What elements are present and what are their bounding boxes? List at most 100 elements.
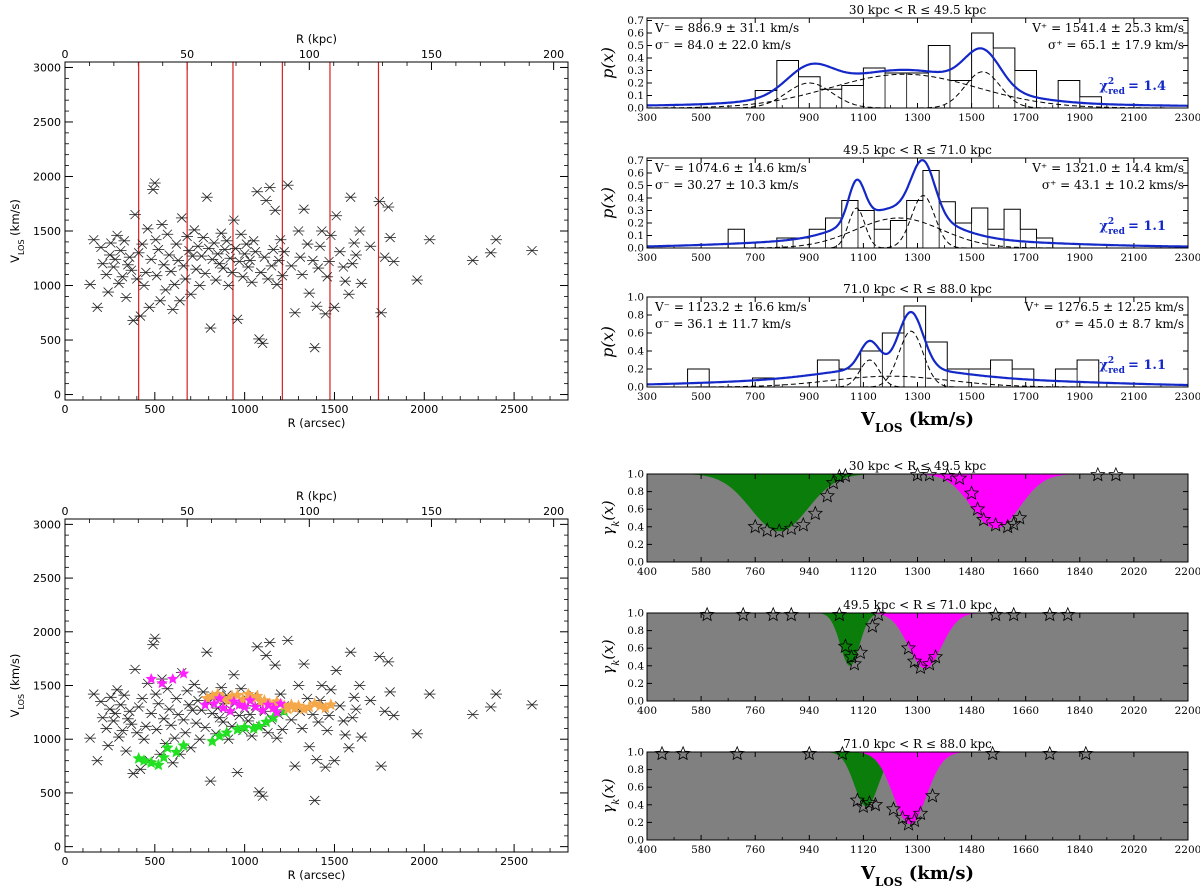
y-axis-label-gamma: γ xyxy=(599,805,617,814)
data-point xyxy=(382,657,395,667)
x-axis-label: VLOS (km/s) xyxy=(860,409,974,435)
x-tick-label: 2200 xyxy=(1175,566,1200,578)
magenta-responsibility xyxy=(647,613,1188,669)
annotation-sigma-plus: σ⁺ = 45.0 ± 8.7 km/s xyxy=(1056,317,1184,331)
x-tick-label: 400 xyxy=(637,705,657,717)
y-axis-label: p(x) xyxy=(598,326,617,358)
data-point xyxy=(179,274,192,284)
x-tick-label: 1100 xyxy=(850,391,877,403)
responsibility-star xyxy=(906,653,923,668)
responsibility-star xyxy=(963,485,980,500)
x-tick-label: 700 xyxy=(745,112,765,124)
data-point xyxy=(307,255,319,266)
data-point xyxy=(111,685,123,695)
green-point xyxy=(145,756,158,769)
x-tick-label: 580 xyxy=(691,705,711,717)
magenta-point xyxy=(156,677,168,689)
annotation-sigma-minus: σ⁻ = 36.1 ± 11.7 km/s xyxy=(655,317,791,331)
data-point xyxy=(168,279,181,290)
data-point xyxy=(148,633,161,644)
data-point xyxy=(192,241,204,252)
green-point xyxy=(252,719,266,732)
data-point xyxy=(274,234,287,245)
top-tick-label: 150 xyxy=(421,48,442,61)
x-tick-label: 300 xyxy=(637,252,657,264)
annotation-v-minus: V⁻ = 886.9 ± 31.1 km/s xyxy=(654,21,799,35)
responsibility-star xyxy=(894,809,911,825)
x-tick-label: 300 xyxy=(637,112,657,124)
data-point xyxy=(312,717,325,727)
y-axis-label: VLOS (km/s) xyxy=(8,199,26,263)
data-point xyxy=(271,279,283,290)
y-tick-label: 0.5 xyxy=(627,40,644,52)
magenta-responsibility xyxy=(647,752,1188,825)
y-tick-label: 0.4 xyxy=(627,521,644,533)
y-tick-label: 1000 xyxy=(33,733,61,746)
responsibility-star xyxy=(1090,466,1106,482)
data-point xyxy=(152,698,165,709)
x-tick-label: 2000 xyxy=(410,403,438,416)
responsibility-star xyxy=(1078,745,1094,761)
x-tick-label: 2020 xyxy=(1121,566,1148,578)
panel-title: 49.5 kpc < R ≤ 71.0 kpc xyxy=(843,143,992,157)
data-point xyxy=(526,700,538,710)
data-point xyxy=(177,261,190,271)
data-point xyxy=(152,244,165,255)
annotation-sigma-minus: σ⁻ = 84.0 ± 22.0 km/s xyxy=(655,38,791,52)
x-tick-label: 1300 xyxy=(904,252,931,264)
chi2-sup: 2 xyxy=(1108,356,1114,366)
responsibility-star xyxy=(783,520,799,536)
data-point xyxy=(263,637,276,648)
data-point xyxy=(251,642,264,652)
magenta-point xyxy=(262,698,274,710)
responsibility-star xyxy=(729,745,745,761)
green-point xyxy=(260,715,273,728)
y-tick-label: 0.3 xyxy=(627,205,644,217)
responsibility-star xyxy=(924,787,941,803)
top-tick-label: 50 xyxy=(180,505,194,518)
x-tick-label: 940 xyxy=(799,844,819,856)
responsibility-star xyxy=(951,470,968,485)
data-point xyxy=(228,669,240,680)
y-axis-label-arg: (x) xyxy=(599,778,617,798)
x-axis-label-unit: (km/s) xyxy=(903,409,975,430)
data-point xyxy=(123,706,136,717)
responsibility-star xyxy=(843,648,859,664)
fit-component xyxy=(647,73,1188,109)
data-point xyxy=(84,733,96,743)
resp_2-panel: 400 580 760 940 1120 1300 1480 1660 1840 2020 2200… xyxy=(599,598,1200,717)
magenta-point xyxy=(145,673,157,684)
data-point xyxy=(147,639,159,650)
data-point xyxy=(120,292,132,303)
data-point xyxy=(303,288,316,298)
data-point xyxy=(104,692,117,703)
data-point xyxy=(262,274,274,284)
responsibility-star xyxy=(927,648,944,664)
y-tick-label: 0.0 xyxy=(627,243,644,255)
responsibility-star xyxy=(801,745,818,761)
y-tick-label: 0.7 xyxy=(627,155,644,167)
responsibility-star xyxy=(988,516,1004,532)
y-tick-label: 0.1 xyxy=(627,230,644,242)
data-point xyxy=(411,275,423,285)
data-point xyxy=(265,261,278,271)
data-point xyxy=(346,258,359,269)
data-point xyxy=(272,255,285,266)
data-point xyxy=(95,696,107,707)
data-point xyxy=(301,239,314,249)
responsibility-star xyxy=(870,606,887,622)
data-point xyxy=(364,695,377,706)
data-point xyxy=(170,239,183,249)
data-point xyxy=(269,660,282,670)
plot-frame xyxy=(646,473,1189,563)
data-point xyxy=(339,730,352,740)
y-axis-label-unit: (km/s) xyxy=(8,199,22,239)
responsibility-star xyxy=(831,606,847,622)
data-point xyxy=(314,241,326,252)
data-point xyxy=(193,280,206,291)
top-axis-label: R (kpc) xyxy=(296,32,337,46)
y-tick-label: 3000 xyxy=(33,61,61,74)
y-tick-label: 0.6 xyxy=(627,168,644,180)
fit-total xyxy=(647,47,1188,107)
x-tick-label: 1840 xyxy=(1066,705,1093,717)
